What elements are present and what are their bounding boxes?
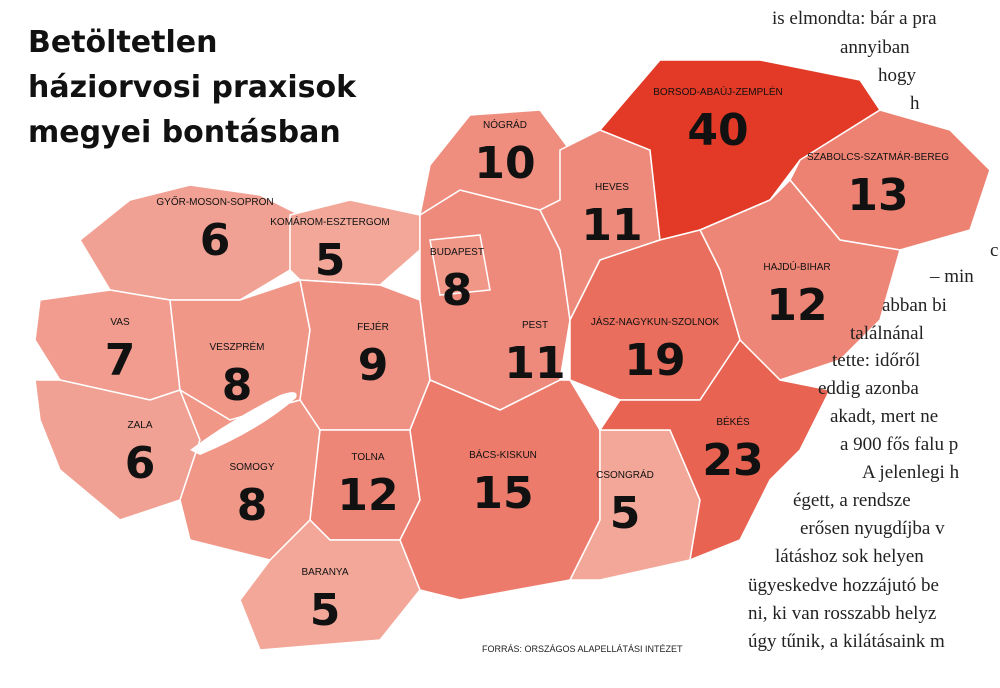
county-name: BÁCS-KISKUN [469, 448, 537, 461]
county-name: GYŐR-MOSON-SOPRON [156, 194, 273, 208]
county-value: 9 [358, 340, 389, 391]
county-name: BARANYA [301, 567, 348, 578]
county-value: 15 [472, 468, 533, 519]
county-name: HEVES [595, 182, 629, 193]
article-line: találnánal [850, 323, 924, 344]
county-name: KOMÁROM-ESZTERGOM [270, 215, 389, 228]
title-line: Betöltetlen [28, 25, 217, 60]
title-line: háziorvosi praxisok [28, 70, 357, 105]
county-value: 11 [581, 200, 642, 251]
county-name: BORSOD-ABAÚJ-ZEMPLÉN [653, 85, 782, 98]
county-value: 19 [624, 335, 685, 386]
county-value: 8 [442, 265, 473, 316]
county-value: 6 [200, 215, 231, 266]
county-value: 11 [504, 338, 565, 389]
county-value: 7 [105, 335, 136, 386]
county-name: VAS [110, 317, 130, 328]
source: FORRÁS: ORSZÁGOS ALAPELLÁTÁSI INTÉZET [482, 644, 683, 654]
county-name: NÓGRÁD [483, 118, 527, 131]
article-line: ni, ki van rosszabb helyz [748, 603, 936, 624]
county-name: SOMOGY [229, 462, 274, 473]
county-value: 12 [337, 470, 398, 521]
article-line: úgy tűnik, a kilátásaink m [748, 631, 945, 652]
lake-balaton [190, 392, 297, 455]
article-line: – min [929, 266, 974, 287]
article-line: eddig azonba [818, 378, 919, 399]
article-line: a 900 fős falu p [840, 434, 958, 455]
county [429, 234, 491, 296]
article-line: erősen nyugdíjba v [800, 518, 945, 539]
county-name: TOLNA [351, 452, 384, 463]
county-value: 5 [315, 235, 346, 286]
county-value: 5 [310, 585, 341, 636]
article-line: annyiban [840, 37, 910, 58]
article-line: c [990, 240, 998, 261]
title-line: megyei bontásban [28, 115, 341, 150]
county-name: FEJÉR [357, 320, 389, 333]
county-value: 5 [610, 488, 641, 539]
county [289, 199, 421, 286]
article-line: égett, a rendsze [793, 490, 911, 511]
county-name: ZALA [127, 420, 152, 431]
county-name: SZABOLCS-SZATMÁR-BEREG [807, 150, 949, 163]
county-value: 8 [237, 480, 268, 531]
county-name: BUDAPEST [430, 247, 484, 258]
county-value: 13 [847, 170, 908, 221]
article-line: abban bi [882, 295, 947, 316]
article-line: tette: időről [832, 350, 920, 371]
article: is elmondta: bár a pra annyiban hogy h c – mi… [748, 8, 998, 652]
county-value: 10 [474, 138, 535, 189]
county [34, 379, 201, 521]
article-line: ügyeskedve hozzájutó be [748, 575, 939, 596]
county-name: PEST [522, 320, 548, 331]
article-line: h [910, 93, 920, 114]
county-name: JÁSZ-NAGYKUN-SZOLNOK [591, 315, 720, 328]
article-line: akadt, mert ne [830, 406, 938, 427]
county-name: BÉKÉS [716, 415, 750, 428]
article-line: látáshoz sok helyen [775, 546, 924, 567]
labels: GYŐR-MOSON-SOPRON 6 KOMÁROM-ESZTERGOM 5 VAS 7… [105, 85, 950, 636]
county-value: 12 [766, 280, 827, 331]
county-value: 23 [702, 435, 763, 486]
county-value: 40 [687, 105, 748, 156]
article-line: A jelenlegi h [862, 462, 960, 483]
article-line: hogy [878, 65, 917, 86]
article-line: is elmondta: bár a pra [772, 8, 937, 29]
county-value: 6 [125, 438, 156, 489]
county-name: HAJDÚ-BIHAR [763, 260, 830, 273]
county-value: 8 [222, 360, 253, 411]
county-name: CSONGRÁD [596, 468, 654, 481]
county [598, 338, 832, 562]
regions [34, 59, 991, 651]
county-name: VESZPRÉM [209, 340, 264, 353]
